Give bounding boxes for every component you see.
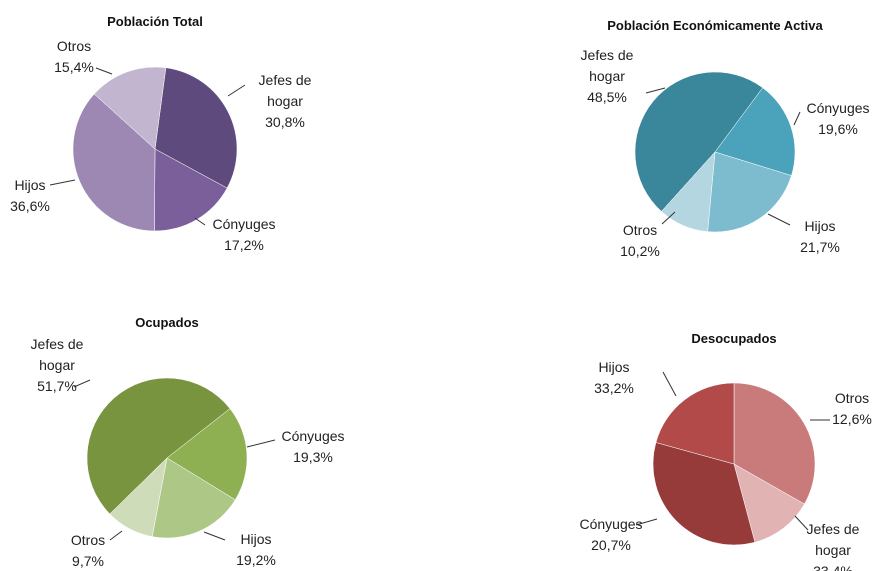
category-label: Cónyuges xyxy=(579,516,643,532)
leader-line xyxy=(49,179,76,186)
value-label: 33.4% xyxy=(813,563,853,571)
value-label: 19,2% xyxy=(236,552,276,568)
pie-slice xyxy=(93,66,167,150)
slice-label: Hijos 36,6% xyxy=(0,175,67,217)
pie-slice xyxy=(151,457,236,539)
leader-line xyxy=(73,379,91,388)
pie-slice xyxy=(634,71,764,212)
slice-label: Hijos 21,7% xyxy=(783,216,857,258)
leader-line xyxy=(635,518,658,526)
value-label: 21,7% xyxy=(800,239,840,255)
slice-label: Otros 9,7% xyxy=(51,530,125,571)
slice-label: Cónyuges 19,6% xyxy=(801,98,875,140)
category-label: Otros xyxy=(56,38,92,54)
pie-slice xyxy=(655,382,735,465)
category-label: Hijos xyxy=(598,359,630,375)
leader-line xyxy=(246,439,276,448)
leader-line xyxy=(661,211,676,225)
slice-label: Jefes de hogar 33.4% xyxy=(796,519,870,571)
leader-line xyxy=(109,530,123,541)
leader-line xyxy=(767,213,791,226)
slice-label: Cónyuges 17,2% xyxy=(207,214,281,256)
pie-slice xyxy=(109,457,168,537)
category-label: Otros xyxy=(622,222,658,238)
category-label: Hijos xyxy=(240,531,272,547)
pie-slice xyxy=(72,93,156,232)
slice-label: Cónyuges 19,3% xyxy=(276,426,350,468)
value-label: 30,8% xyxy=(265,114,305,130)
leader-line xyxy=(662,371,677,397)
leader-line xyxy=(203,531,226,541)
slice-label: Otros 12,6% xyxy=(815,388,877,430)
chart-title: Ocupados xyxy=(135,315,199,330)
value-label: 19,6% xyxy=(818,121,858,137)
value-label: 48,5% xyxy=(587,89,627,105)
category-label: Cónyuges xyxy=(806,100,870,116)
pie-slice xyxy=(714,87,796,176)
value-label: 36,6% xyxy=(10,198,50,214)
pie-slice xyxy=(733,382,816,505)
value-label: 20,7% xyxy=(591,537,631,553)
leader-line xyxy=(194,217,206,226)
pie-slice xyxy=(166,408,248,501)
category-label: Otros xyxy=(70,532,106,548)
leader-line xyxy=(793,111,801,126)
slice-label: Hijos 33,2% xyxy=(577,357,651,399)
category-label: Jefes de hogar xyxy=(806,521,860,558)
slice-label: Jefes de hogar 51,7% xyxy=(20,334,94,397)
leader-line xyxy=(95,67,113,75)
chart-title: Desocupados xyxy=(691,331,777,346)
slice-label: Cónyuges 20,7% xyxy=(574,514,648,556)
slice-label: Otros 10,2% xyxy=(603,220,677,262)
slice-label: Jefes de hogar 48,5% xyxy=(570,45,644,108)
leader-line xyxy=(227,84,246,97)
pie-slice xyxy=(707,151,792,233)
chart-title: Población Económicamente Activa xyxy=(607,18,823,33)
category-label: Cónyuges xyxy=(281,428,345,444)
chart-title: Población Total xyxy=(107,14,203,29)
pie-slice xyxy=(661,151,716,232)
category-label: Hijos xyxy=(14,177,46,193)
value-label: 19,3% xyxy=(293,449,333,465)
pie-slice xyxy=(86,377,231,515)
category-label: Hijos xyxy=(804,218,836,234)
category-label: Jefes de hogar xyxy=(258,72,312,109)
pie-slice xyxy=(733,463,805,543)
value-label: 12,6% xyxy=(832,411,872,427)
category-label: Jefes de hogar xyxy=(30,336,84,373)
leader-line xyxy=(645,87,666,94)
category-label: Jefes de hogar xyxy=(580,47,634,84)
value-label: 15,4% xyxy=(54,59,94,75)
pie-slice xyxy=(154,67,238,189)
value-label: 33,2% xyxy=(594,380,634,396)
value-label: 51,7% xyxy=(37,378,77,394)
value-label: 9,7% xyxy=(72,553,104,569)
value-label: 10,2% xyxy=(620,243,660,259)
leader-line xyxy=(794,515,809,531)
value-label: 17,2% xyxy=(224,237,264,253)
slice-label: Hijos 19,2% xyxy=(219,529,293,571)
category-label: Otros xyxy=(834,390,870,406)
category-label: Cónyuges xyxy=(212,216,276,232)
slice-label: Otros 15,4% xyxy=(37,36,111,78)
pie-slice xyxy=(652,442,756,546)
slice-label: Jefes de hogar 30,8% xyxy=(248,70,322,133)
